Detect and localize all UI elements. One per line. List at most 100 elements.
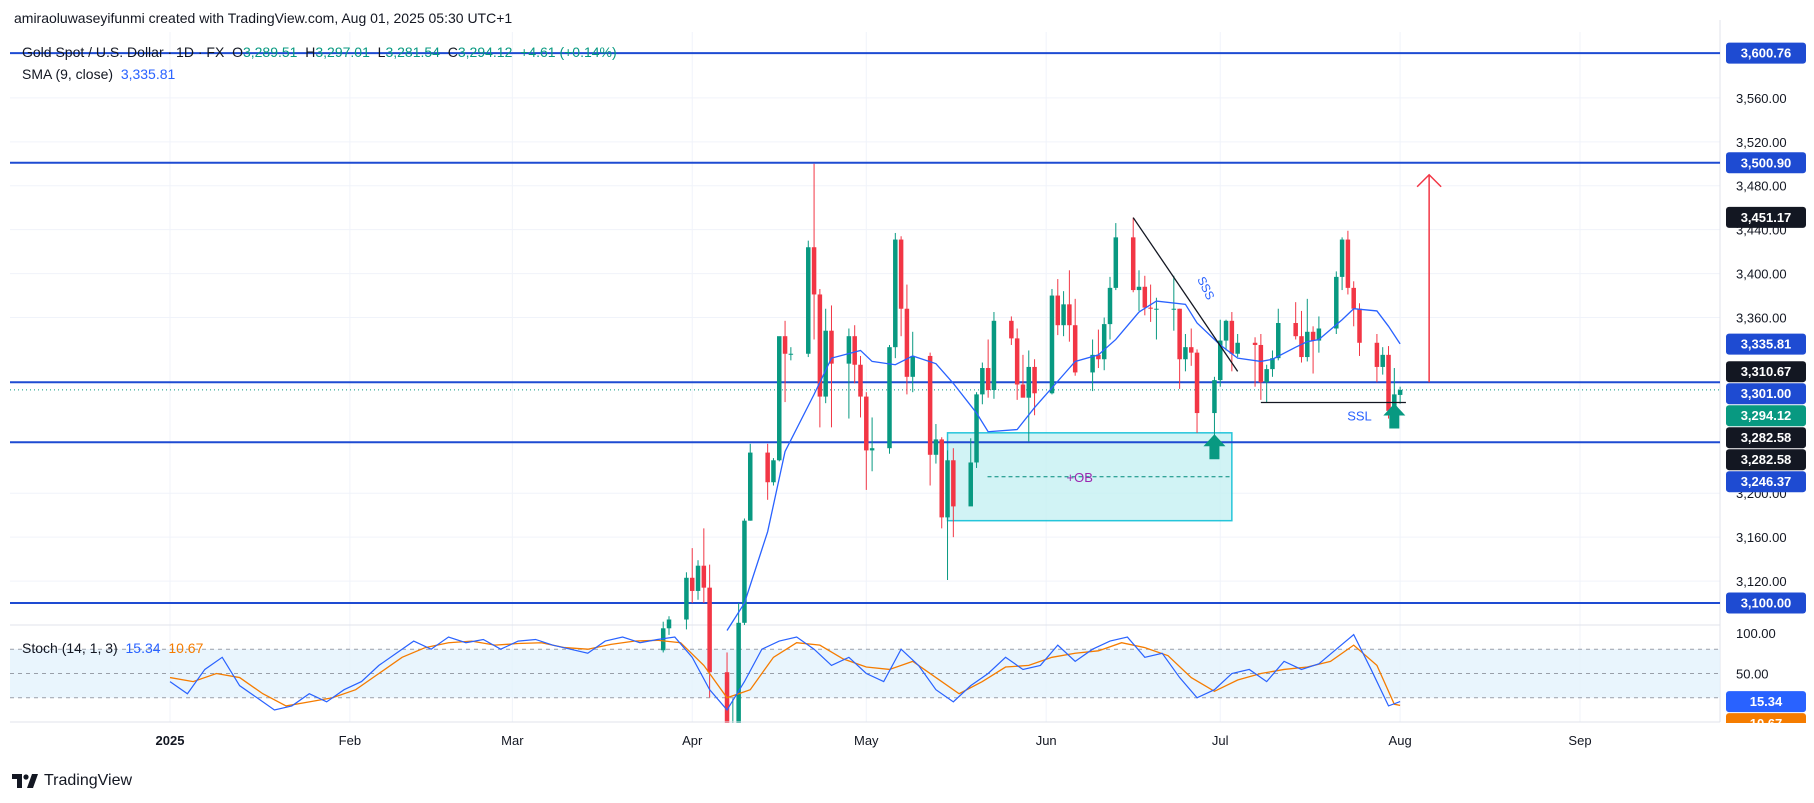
price-badge-text: 3,310.67 <box>1741 364 1792 379</box>
high-label: H <box>305 44 316 60</box>
candle-body <box>893 239 898 348</box>
candle-body <box>1072 325 1078 373</box>
buy-marker-arrow <box>1203 434 1226 460</box>
chart-credit: amiraoluwaseyifunmi created with Trading… <box>14 10 513 26</box>
time-tick-label: Aug <box>1389 733 1412 748</box>
sma-legend[interactable]: SMA (9, close) 3,335.81 <box>22 66 175 82</box>
price-badge-text: 3,282.58 <box>1741 430 1792 445</box>
stoch-tick-label: 50.00 <box>1736 667 1769 682</box>
candle-body <box>985 368 991 390</box>
candle-body <box>1264 369 1269 383</box>
price-badge-text: 3,100.00 <box>1741 596 1792 611</box>
candle-body <box>684 577 689 620</box>
low-label: L <box>377 44 386 60</box>
stoch-k-value: 15.34 <box>125 640 161 656</box>
candle-body <box>707 587 712 673</box>
candle-body <box>1154 308 1159 310</box>
candle-body <box>1397 389 1403 395</box>
candle-body <box>927 355 933 455</box>
time-tick-label: Jul <box>1212 733 1229 748</box>
tradingview-logo-icon <box>12 774 38 788</box>
stoch-label: Stoch (14, 1, 3) <box>22 640 118 656</box>
stoch-legend[interactable]: Stoch (14, 1, 3) 15.34 10.67 <box>22 640 203 656</box>
price-tick-label: 3,560.00 <box>1736 91 1787 106</box>
candle-body <box>1130 237 1136 291</box>
candle-body <box>1148 307 1153 309</box>
projection-arrow-head <box>1416 173 1442 188</box>
candle-body <box>1090 354 1095 373</box>
candle-body <box>1009 320 1014 339</box>
price-tick-label: 3,480.00 <box>1736 179 1787 194</box>
ohlc-legend: Gold Spot / U.S. Dollar · 1D · FX O3,289… <box>22 44 617 60</box>
price-badge-text: 3,282.58 <box>1741 452 1792 467</box>
candle-body <box>1357 308 1362 343</box>
price-badge-text: 3,500.90 <box>1741 155 1792 170</box>
candle-body <box>1235 342 1240 354</box>
close-label: C <box>447 44 458 60</box>
candle-body <box>869 448 875 451</box>
time-tick-label: 2025 <box>156 733 185 748</box>
candle-body <box>1061 304 1066 326</box>
candle-body <box>689 577 695 591</box>
candle-body <box>1305 331 1310 358</box>
candle-body <box>1339 239 1345 277</box>
candle-body <box>1293 323 1298 337</box>
candle-body <box>951 460 956 507</box>
candle-body <box>1188 347 1194 353</box>
candle-body <box>1055 295 1061 326</box>
stoch-tick-label: 100.00 <box>1736 626 1776 641</box>
price-badge-text: 3,451.17 <box>1741 210 1792 225</box>
tradingview-logo[interactable]: TradingView <box>12 772 132 790</box>
candle-body <box>1032 366 1037 394</box>
price-tick-label: 3,400.00 <box>1736 267 1787 282</box>
time-tick-label: Feb <box>339 733 361 748</box>
candle-body <box>1299 336 1304 358</box>
candle-body <box>968 462 973 507</box>
ob-label: +OB <box>1067 470 1093 485</box>
candle-body <box>1101 324 1107 360</box>
candle-body <box>1258 344 1264 383</box>
candle-body <box>945 460 950 518</box>
candle-body <box>1374 342 1380 367</box>
stoch-badge-text: 15.34 <box>1750 694 1783 709</box>
candle-body <box>980 368 985 395</box>
candle-body <box>1177 308 1182 360</box>
candle-body <box>1229 320 1235 354</box>
candle-body <box>1026 366 1032 398</box>
candle-body <box>1014 338 1020 385</box>
price-badge-text: 3,335.81 <box>1741 337 1792 352</box>
candle-body <box>1067 304 1072 326</box>
price-badge <box>1726 42 1806 64</box>
sma-value: 3,335.81 <box>120 66 176 82</box>
symbol-title[interactable]: Gold Spot / U.S. Dollar · 1D · FX <box>22 44 225 60</box>
candle-body <box>1049 295 1055 394</box>
candle-body <box>1270 358 1275 370</box>
candle-body <box>765 452 770 483</box>
candle-body <box>695 565 701 591</box>
candle-body <box>939 439 944 518</box>
candle-body <box>660 628 666 651</box>
candle-body <box>1223 320 1229 341</box>
candle-body <box>829 330 834 364</box>
candle-body <box>974 394 979 463</box>
stoch-badge <box>1726 691 1806 713</box>
candle-body <box>858 364 863 397</box>
close-value: 3,294.12 <box>457 44 513 60</box>
price-badge <box>1726 471 1806 493</box>
price-badge <box>1726 206 1806 228</box>
candle-body <box>846 336 852 364</box>
candle-body <box>887 347 892 449</box>
candle-body <box>852 336 857 365</box>
price-tick-label: 3,120.00 <box>1736 574 1787 589</box>
price-badge <box>1726 427 1806 449</box>
price-badge <box>1726 152 1806 174</box>
candle-body <box>1183 347 1188 360</box>
bottom-area <box>0 723 1814 803</box>
price-badge-text: 3,301.00 <box>1741 386 1792 401</box>
candle-body <box>1113 237 1119 288</box>
ssl-label: SSL <box>1347 409 1372 424</box>
time-tick-label: Jun <box>1036 733 1057 748</box>
price-badge <box>1726 383 1806 405</box>
bearish-trendline <box>1132 217 1239 372</box>
